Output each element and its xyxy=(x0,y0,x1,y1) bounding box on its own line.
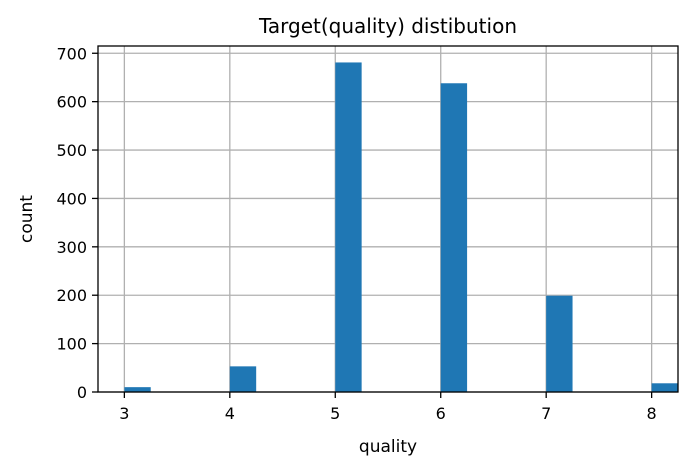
chart-title: Target(quality) distibution xyxy=(258,14,517,38)
y-tick-label: 100 xyxy=(56,335,87,354)
y-tick-label: 300 xyxy=(56,238,87,257)
y-tick-label: 400 xyxy=(56,189,87,208)
bar-quality-5 xyxy=(335,62,362,392)
y-axis-ticks: 0 100 200 300 400 500 600 700 xyxy=(56,44,98,402)
x-tick-label: 6 xyxy=(436,404,446,423)
x-axis-label: quality xyxy=(359,437,417,457)
bar-quality-4 xyxy=(229,366,257,392)
plot-frame xyxy=(97,45,679,393)
bar-quality-3 xyxy=(124,387,151,392)
grid-lines xyxy=(98,46,678,393)
x-tick-label: 8 xyxy=(647,404,657,423)
y-tick-label: 200 xyxy=(56,286,87,305)
bar-quality-7 xyxy=(546,295,573,392)
x-axis-ticks: 3 4 5 6 7 8 xyxy=(119,392,657,423)
x-tick-label: 5 xyxy=(330,404,340,423)
y-tick-label: 0 xyxy=(77,383,87,402)
y-tick-label: 700 xyxy=(56,44,87,63)
bars-group xyxy=(124,62,678,392)
y-tick-label: 600 xyxy=(56,93,87,112)
x-tick-label: 4 xyxy=(225,404,235,423)
y-tick-label: 500 xyxy=(56,141,87,160)
bar-quality-8 xyxy=(651,383,678,392)
x-tick-label: 7 xyxy=(541,404,551,423)
y-axis-label: count xyxy=(17,195,37,243)
bar-quality-6 xyxy=(440,83,468,392)
x-tick-label: 3 xyxy=(119,404,129,423)
